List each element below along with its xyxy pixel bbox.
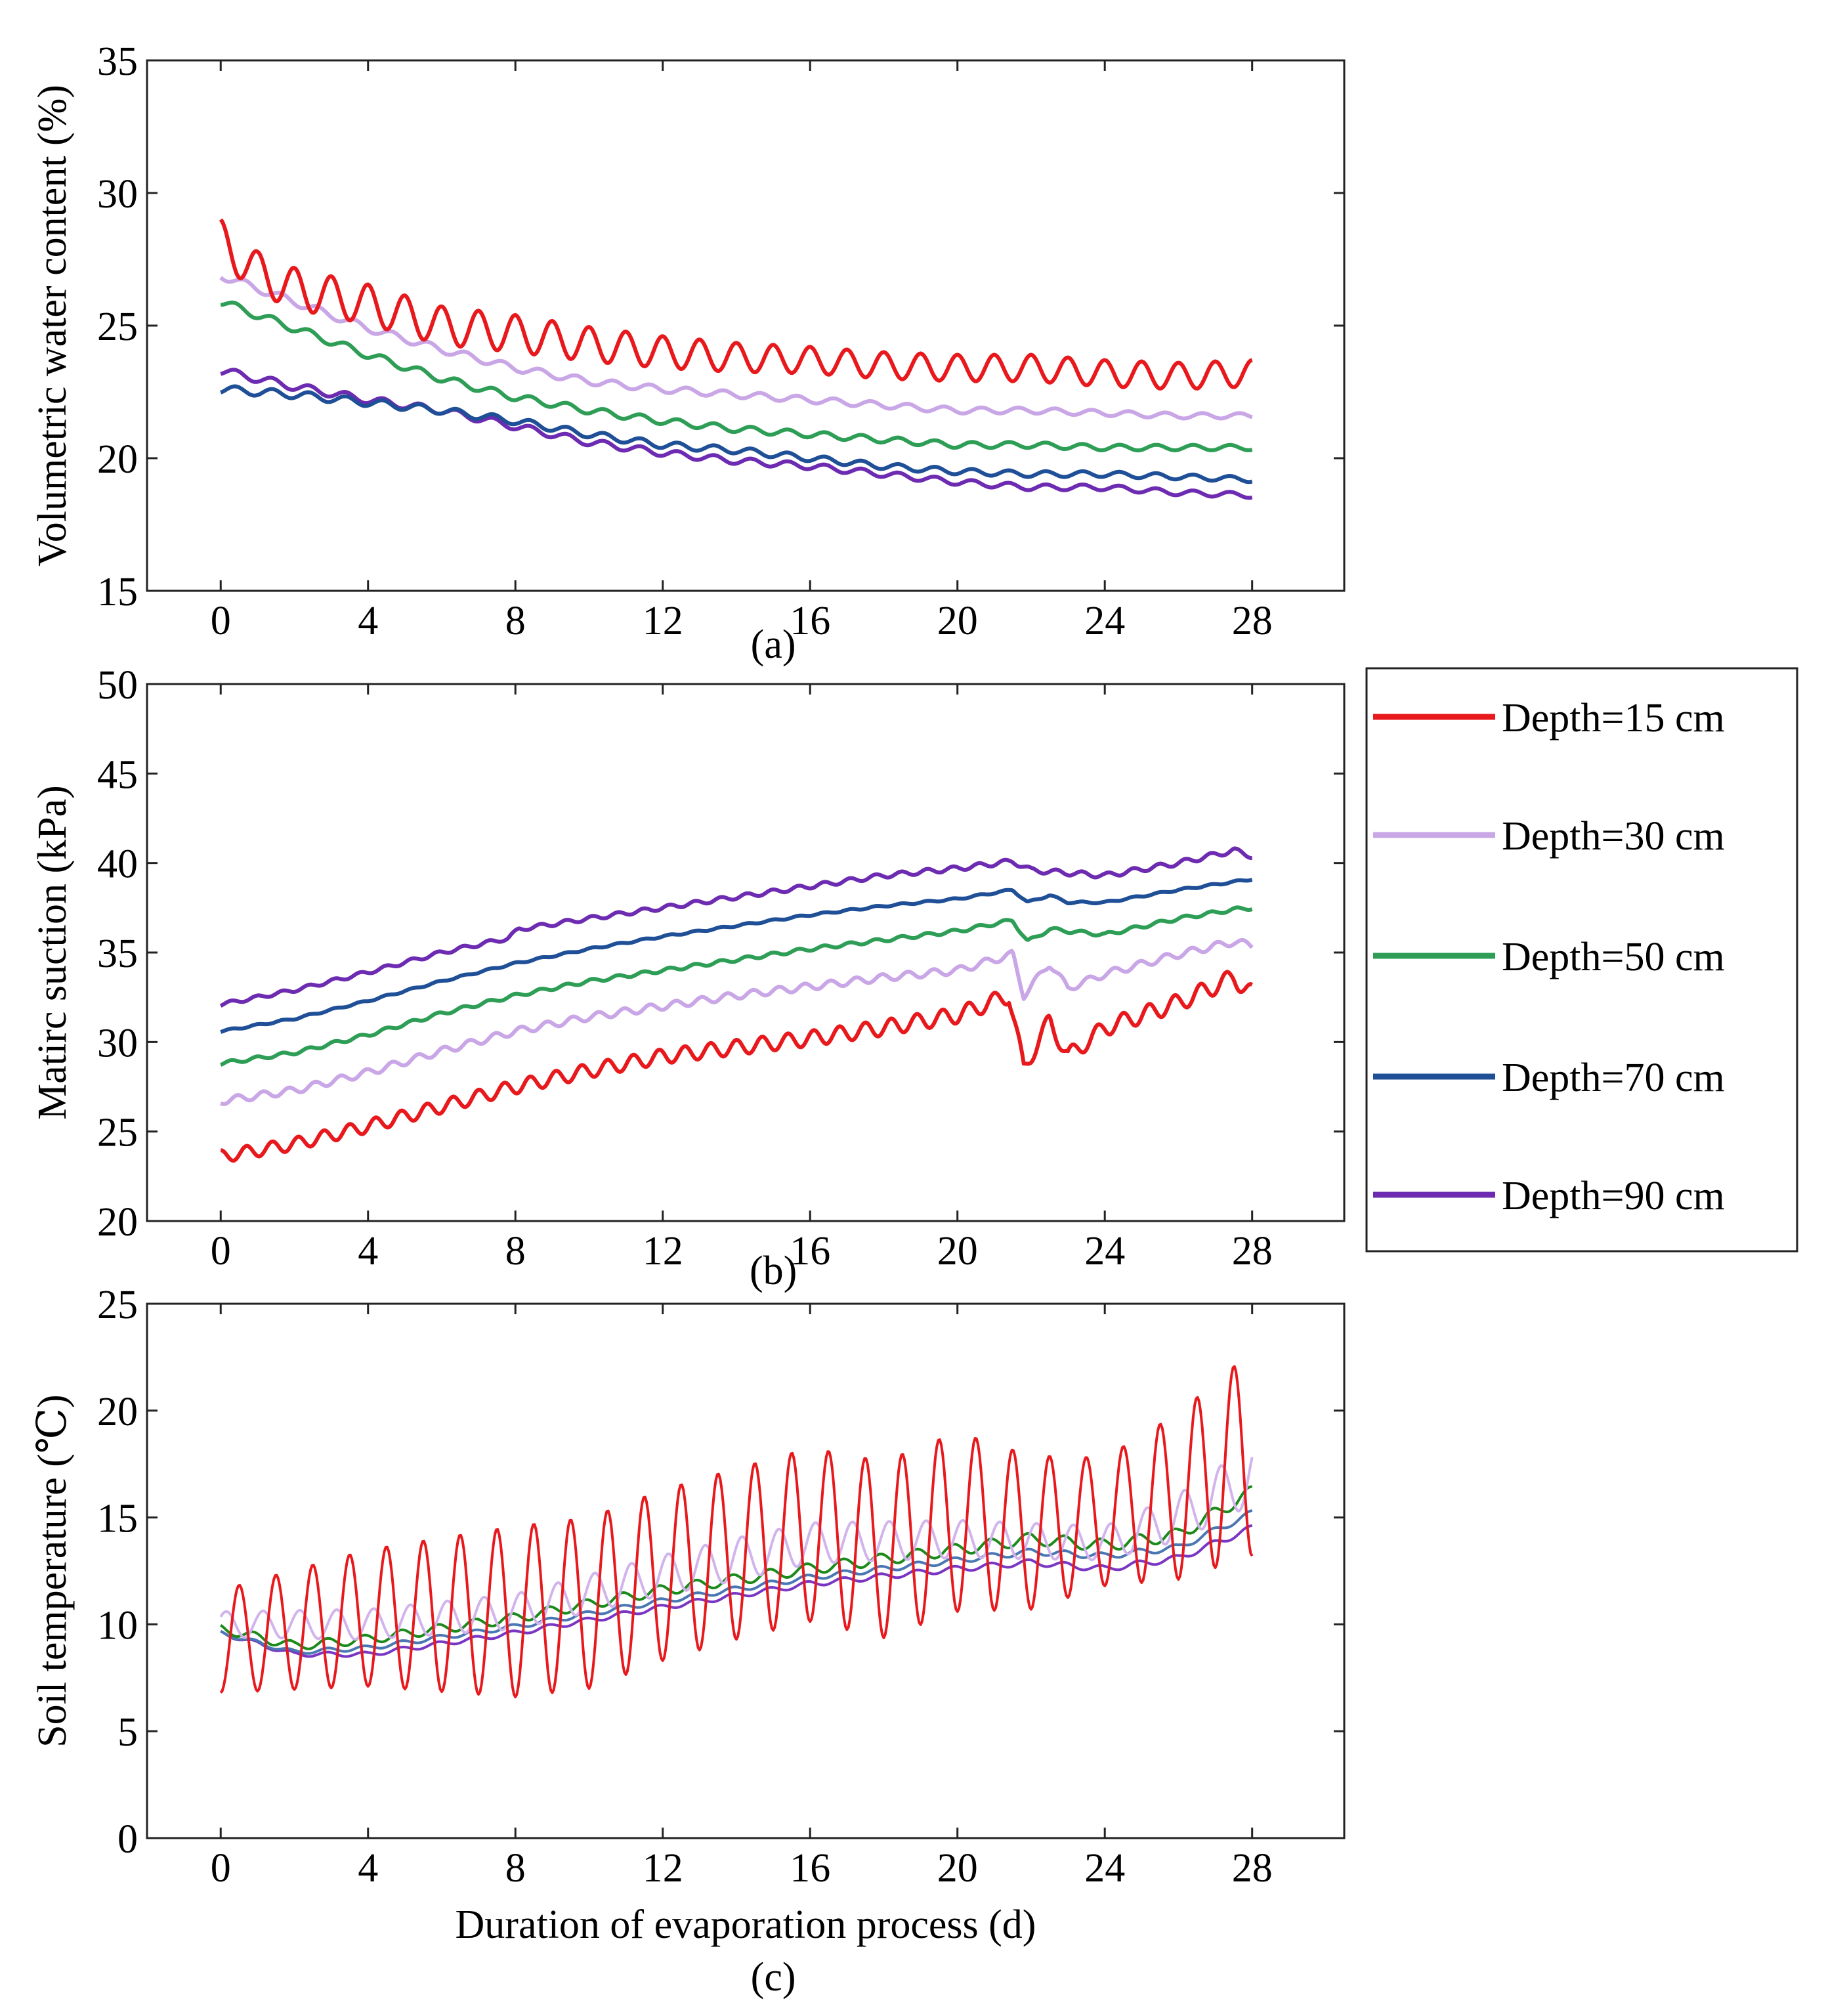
legend-item-d50: Depth=50 cm: [1373, 935, 1725, 979]
legend-label: Depth=15 cm: [1502, 696, 1725, 740]
series-line-d90: [219, 846, 1253, 1008]
series-line-d90: [220, 1524, 1253, 1658]
x-tick-label: 20: [937, 1846, 978, 1891]
series-line-d50: [220, 1485, 1252, 1650]
series-line-d50: [219, 905, 1253, 1067]
x-axis-label: Duration of evaporation process (d): [456, 1902, 1036, 1947]
x-tick-label: 0: [211, 599, 231, 643]
x-tick-label: 0: [211, 1229, 231, 1274]
legend-label: Depth=30 cm: [1502, 814, 1725, 859]
series-line-d15: [220, 970, 1253, 1163]
x-tick-label: 20: [937, 599, 978, 643]
x-tick-label: 16: [790, 1846, 830, 1891]
series-line-d30: [219, 276, 1253, 421]
y-tick-label: 0: [117, 1817, 138, 1862]
x-tick-label: 4: [358, 1229, 378, 1274]
panel-b: 0 4 8 12 16 20 24 28 20 25 30 35 40 45 50 Matirc suctio…: [30, 663, 1346, 1293]
x-tick-label: 12: [643, 1229, 683, 1274]
plot-frame: [146, 59, 1346, 592]
x-tick-label: 4: [358, 599, 378, 643]
legend-item-d90: Depth=90 cm: [1373, 1174, 1725, 1218]
series-lines: [219, 1365, 1254, 1699]
y-tick-label: 40: [97, 842, 138, 887]
x-tick-label: 8: [505, 1846, 526, 1891]
x-tick-label: 16: [790, 599, 830, 643]
panel-a: 0 4 8 12 16 20 24 28 15 20 25 30 35 Volumetric water …: [30, 39, 1346, 667]
series-line-d70: [220, 384, 1253, 484]
y-tick-label: 20: [97, 437, 138, 482]
panel-label: (a): [751, 622, 796, 667]
panels: 0 4 8 12 16 20 24 28 15 20 25 30 35 Volumetric water …: [30, 39, 1346, 2000]
y-tick-label: 35: [97, 39, 138, 84]
legend: Depth=15 cm Depth=30 cm Depth=50 cm Depth=7…: [1365, 667, 1798, 1253]
x-tick-label: 8: [505, 1229, 526, 1274]
y-tick-label: 20: [97, 1390, 138, 1434]
x-tick-label: 24: [1084, 599, 1125, 643]
x-tick-label: 12: [643, 599, 683, 643]
panel-label: (c): [751, 1955, 796, 2000]
y-tick-label: 5: [117, 1710, 138, 1755]
legend-frame: [1365, 667, 1798, 1253]
legend-item-d15: Depth=15 cm: [1373, 696, 1725, 740]
legend-item-d30: Depth=30 cm: [1373, 814, 1725, 859]
x-tick-label: 28: [1232, 1846, 1273, 1891]
y-tick-label: 30: [97, 1021, 138, 1065]
y-tick-label: 15: [97, 1497, 138, 1541]
x-tick-label: 0: [211, 1846, 231, 1891]
x-tick-label: 24: [1084, 1846, 1125, 1891]
plot-frame: [146, 1302, 1346, 1839]
series-line-d30: [219, 1457, 1254, 1641]
x-tick-label: 16: [790, 1229, 830, 1274]
series-line-d90: [220, 368, 1253, 500]
y-tick-label: 25: [97, 305, 138, 349]
x-tick-label: 28: [1232, 599, 1273, 643]
legend-label: Depth=50 cm: [1502, 935, 1725, 979]
y-tick-label: 50: [97, 663, 138, 708]
x-tick-label: 8: [505, 599, 526, 643]
y-tick-label: 20: [97, 1200, 138, 1245]
y-axis-label: Volumetric water content (%): [30, 85, 75, 567]
y-tick-label: 25: [97, 1283, 138, 1327]
series-line-d30: [220, 937, 1254, 1106]
series-lines: [219, 846, 1254, 1163]
y-axis-label: Matirc suction (kPa): [30, 785, 75, 1120]
legend-item-d70: Depth=70 cm: [1373, 1056, 1725, 1100]
y-axis-label: Soil temperature (℃): [30, 1394, 75, 1748]
series-line-d15: [219, 1365, 1254, 1699]
series-line-d50: [220, 300, 1253, 453]
x-tick-label: 4: [358, 1846, 378, 1891]
y-tick-label: 35: [97, 932, 138, 976]
panel-c: 0 4 8 12 16 20 24 28 0 5 10 15 20 25 Soil temperature …: [30, 1283, 1346, 2000]
series-line-d15: [219, 218, 1253, 391]
x-tick-label: 28: [1232, 1229, 1273, 1274]
series-line-d70: [220, 878, 1253, 1034]
series-lines: [219, 218, 1253, 500]
legend-label: Depth=90 cm: [1502, 1174, 1725, 1218]
y-tick-label: 25: [97, 1111, 138, 1155]
x-tick-label: 12: [643, 1846, 683, 1891]
panel-label: (b): [750, 1249, 797, 1293]
legend-label: Depth=70 cm: [1502, 1056, 1725, 1100]
y-tick-label: 30: [97, 172, 138, 217]
series-line-d70: [220, 1509, 1253, 1655]
y-tick-label: 45: [97, 752, 138, 797]
y-tick-label: 15: [97, 570, 138, 614]
x-tick-label: 24: [1084, 1229, 1125, 1274]
y-tick-label: 10: [97, 1603, 138, 1648]
x-tick-label: 20: [937, 1229, 978, 1274]
